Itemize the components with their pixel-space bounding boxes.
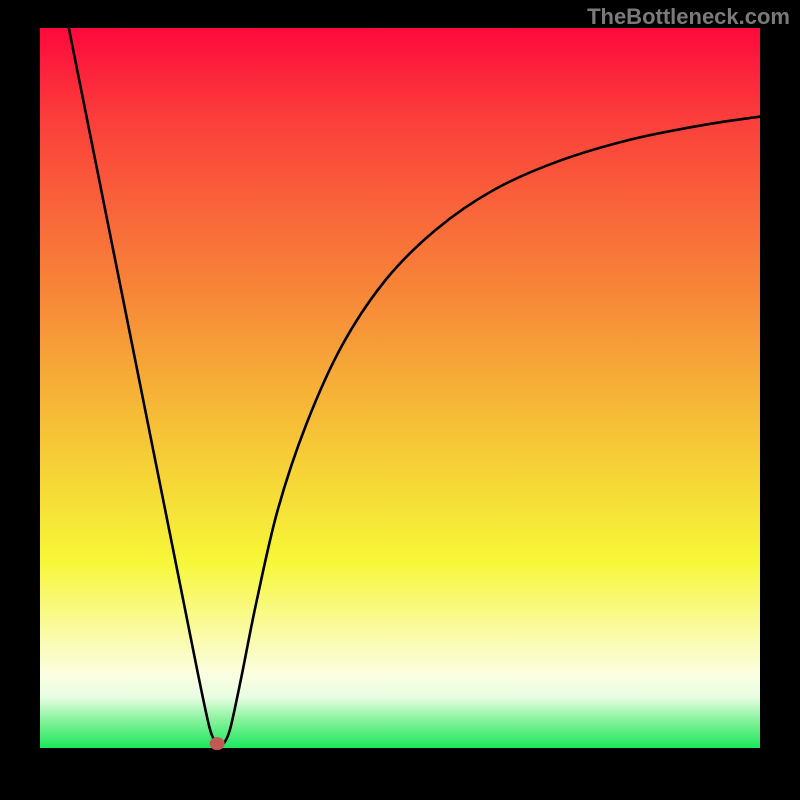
bottleneck-chart (0, 0, 800, 800)
chart-container: TheBottleneck.com (0, 0, 800, 800)
watermark-text: TheBottleneck.com (587, 4, 790, 30)
minimum-marker (210, 738, 224, 750)
